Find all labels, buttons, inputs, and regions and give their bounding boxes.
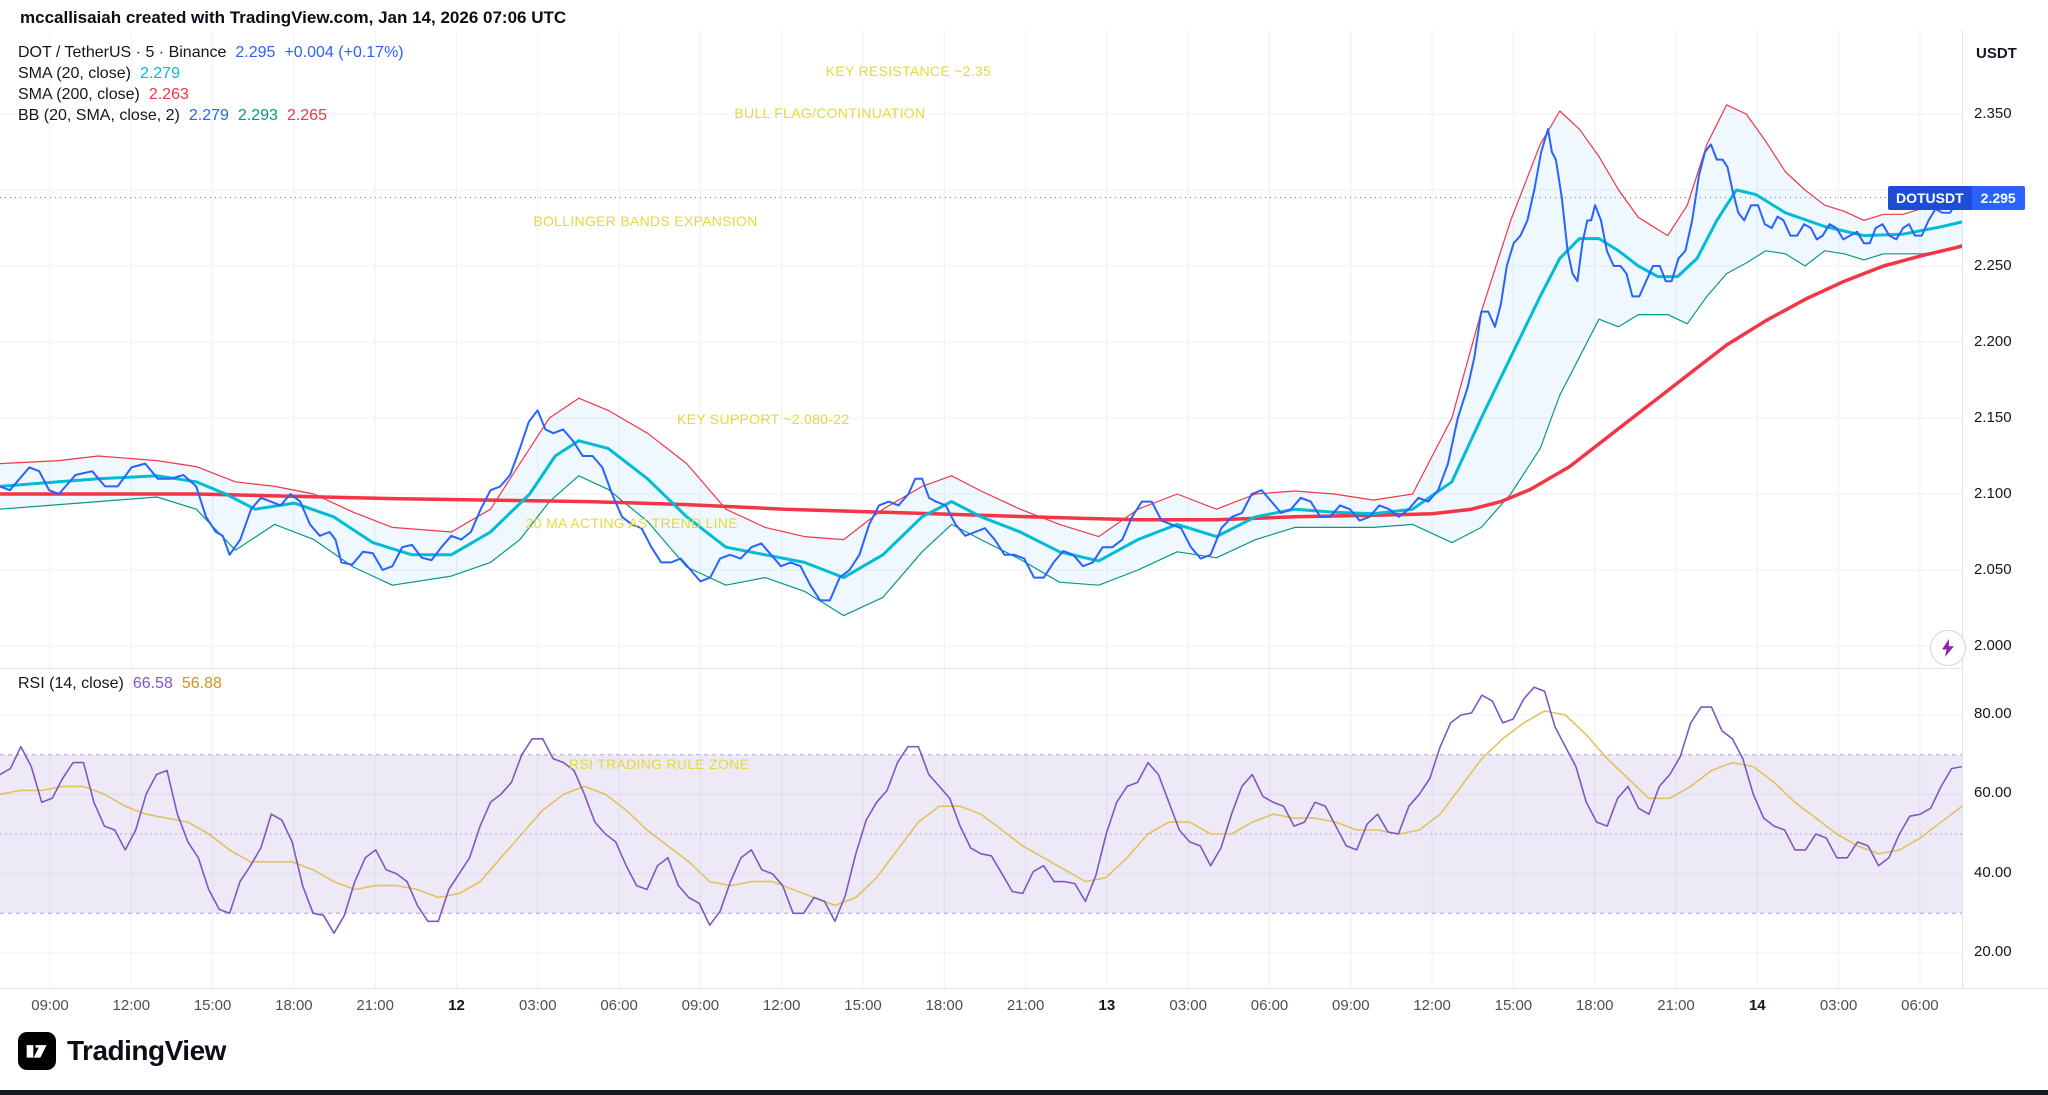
time-axis-label: 12:00	[1413, 997, 1451, 1014]
rsi-label: RSI (14, close)	[18, 675, 124, 692]
time-axis-label: 03:00	[519, 997, 557, 1014]
badge-symbol: DOTUSDT	[1888, 185, 1972, 210]
symbol-change: +0.004 (+0.17%)	[284, 44, 404, 61]
time-axis-label: 18:00	[925, 997, 964, 1014]
symbol-last-price: 2.295	[235, 44, 276, 61]
tradingview-wordmark: TradingView	[67, 1035, 226, 1066]
rsi_ma-line	[0, 710, 1962, 907]
time-axis-label: 06:00	[1901, 997, 1939, 1014]
symbol-title: DOT / TetherUS · 5 · Binance	[18, 44, 227, 61]
time-axis-label: 09:00	[1332, 997, 1370, 1014]
window-bottom-edge	[0, 1090, 2048, 1095]
sma20-line	[0, 188, 1962, 580]
flash-button[interactable]	[1930, 630, 1966, 666]
tradingview-logo-icon	[18, 1032, 56, 1070]
snapshot-watermark: mccallisaiah created with TradingView.co…	[20, 8, 567, 27]
sma200-value: 2.263	[148, 86, 189, 103]
price-axis-label: 2.250	[1974, 257, 2012, 274]
price-axis-label: 2.050	[1974, 561, 2012, 578]
rsi-band	[0, 754, 1962, 914]
rsi-axis-label: 40.00	[1974, 863, 2012, 881]
price-axis-label: 2.150	[1974, 409, 2012, 426]
rsi-axis-label: 60.00	[1974, 784, 2012, 802]
main-chart-pane[interactable]: KEY RESISTANCE ~2.35 BULL FLAG/CONTINUATI…	[0, 30, 1962, 668]
time-axis-label: 09:00	[31, 997, 69, 1014]
sma200-legend-row[interactable]: SMA (200, close) 2.263	[18, 84, 404, 105]
time-axis-label: 13	[1098, 997, 1116, 1014]
price-axis-label: 2.100	[1974, 485, 2012, 502]
time-axis-label: 12:00	[112, 997, 151, 1014]
price-axis-label: 2.350	[1974, 105, 2012, 122]
time-axis-label: 06:00	[1250, 997, 1289, 1014]
time-axis-label: 12	[448, 997, 465, 1014]
bb-lower-value: 2.265	[286, 107, 327, 124]
price-axis-label: 2.200	[1974, 333, 2012, 350]
time-axis-label: 15:00	[844, 997, 882, 1014]
time-axis-label: 12:00	[762, 997, 801, 1014]
chart-annotation: BOLLINGER BANDS EXPANSION	[533, 213, 757, 229]
rsi-chart-pane[interactable]: RSI TRADING RULE ZONE	[0, 668, 1962, 989]
sma20-legend-row[interactable]: SMA (20, close) 2.279	[18, 63, 404, 84]
currency-toggle[interactable]: USDT	[1976, 45, 2017, 62]
chart-annotation: BULL FLAG/CONTINUATION	[734, 105, 925, 121]
rsi-legend: RSI (14, close) 66.58 56.88	[18, 673, 222, 694]
time-axis-label: 18:00	[275, 997, 313, 1014]
last-price-badge[interactable]: DOTUSDT 2.295	[1888, 185, 2025, 210]
symbol-legend-row[interactable]: DOT / TetherUS · 5 · Binance 2.295 +0.004 …	[18, 42, 404, 63]
time-axis-label: 06:00	[600, 997, 638, 1014]
bb-basis-value: 2.279	[188, 107, 229, 124]
chart-annotation: RSI TRADING RULE ZONE	[569, 756, 749, 772]
sma20-value: 2.279	[139, 65, 180, 82]
bb-legend-row[interactable]: BB (20, SMA, close, 2) 2.279 2.293 2.265	[18, 105, 404, 126]
badge-price: 2.295	[1971, 185, 2025, 210]
price-axis-separator	[1962, 30, 1963, 1022]
rsi-axis-label: 20.00	[1974, 943, 2012, 960]
bb-upper-value: 2.293	[237, 107, 278, 124]
time-axis-label: 15:00	[193, 997, 232, 1014]
time-axis-label: 18:00	[1575, 997, 1614, 1014]
rsi-legend-row[interactable]: RSI (14, close) 66.58 56.88	[18, 673, 222, 694]
rsi-line	[0, 686, 1962, 934]
time-axis-label: 21:00	[356, 997, 394, 1014]
price-line	[0, 128, 1960, 602]
time-axis-label: 09:00	[681, 997, 720, 1014]
bb_upper-line	[0, 104, 1962, 541]
sma200-label: SMA (200, close)	[18, 86, 140, 103]
main-legend: DOT / TetherUS · 5 · Binance 2.295 +0.004 …	[18, 42, 404, 126]
time-axis-label: 21:00	[1006, 997, 1045, 1014]
rsi-value: 66.58	[132, 675, 173, 692]
time-axis-label: 14	[1748, 997, 1766, 1014]
price-axis-label: 2.000	[1974, 637, 2012, 654]
rsi-axis-label: 80.00	[1974, 705, 2012, 722]
sma200-line	[0, 244, 1962, 522]
time-axis-label: 15:00	[1494, 997, 1533, 1014]
chart-annotation: 20 MA ACTING AS TREND LINE	[526, 515, 738, 531]
rsi-ma-value: 56.88	[181, 675, 222, 692]
tradingview-logo[interactable]: TradingView	[18, 1032, 226, 1070]
bb-label: BB (20, SMA, close, 2)	[18, 107, 180, 124]
chart-annotation: KEY RESISTANCE ~2.35	[826, 63, 991, 79]
time-axis-label: 21:00	[1657, 997, 1695, 1014]
chart-annotation: KEY SUPPORT ~2.080-22	[677, 411, 849, 427]
bollinger-band-fill	[0, 104, 1962, 616]
sma20-label: SMA (20, close)	[18, 65, 131, 82]
flash-icon	[1942, 639, 1954, 657]
time-axis-label: 03:00	[1819, 997, 1858, 1014]
time-axis-label: 03:00	[1169, 997, 1207, 1014]
time-axis[interactable]: 09:00 12:00 15:00 18:00 21:00 12 03:00 06:00 09:…	[0, 988, 2048, 1023]
